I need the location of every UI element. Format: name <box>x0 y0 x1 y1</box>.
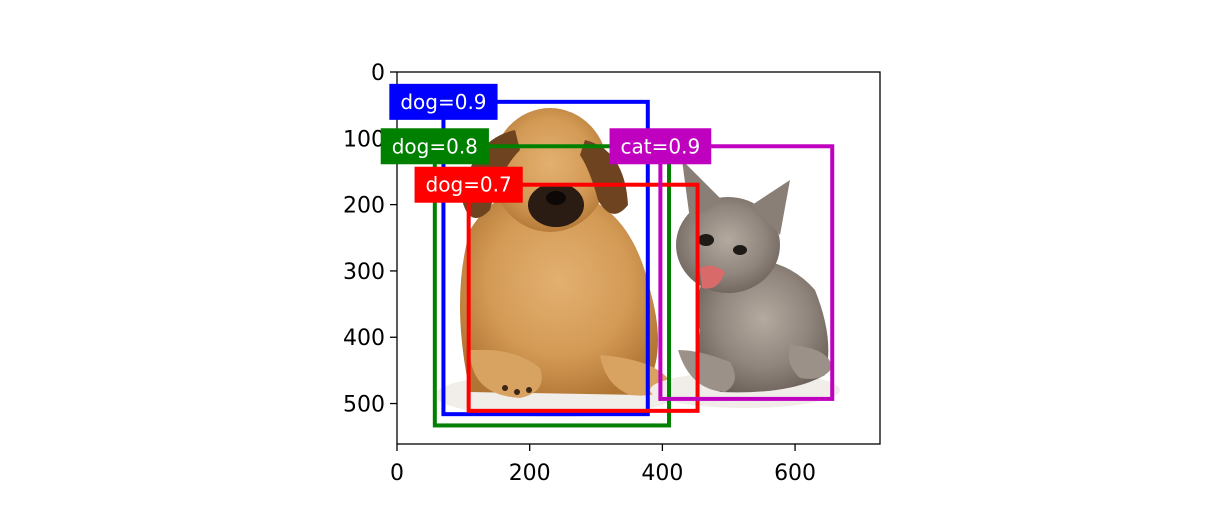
y-axis: 0 100 200 300 400 500 <box>343 61 397 418</box>
y-tick-label: 0 <box>371 61 385 86</box>
box-label-text: dog=0.8 <box>392 134 478 158</box>
x-axis: 0 200 400 600 <box>390 444 816 486</box>
x-tick-label: 0 <box>390 461 404 486</box>
box-label: dog=0.8 <box>380 128 489 165</box>
bounding-box <box>441 99 650 417</box>
box-label-text: cat=0.9 <box>621 134 701 158</box>
bounding-box <box>432 144 672 428</box>
box-label-background <box>380 128 489 165</box>
x-tick-label: 600 <box>774 461 816 486</box>
y-tick-label: 300 <box>343 260 385 285</box>
box-label-background <box>609 128 712 165</box>
bounding-box <box>466 182 700 413</box>
box-label: dog=0.7 <box>414 166 523 203</box>
y-tick-label: 500 <box>343 393 385 418</box>
y-tick-label: 100 <box>343 127 385 152</box>
box-labels: dog=0.9 dog=0.8 dog=0.7 cat=0.9 <box>380 83 712 203</box>
box-label-background <box>414 166 523 203</box>
x-tick-label: 400 <box>641 461 683 486</box>
y-tick-label: 400 <box>343 326 385 351</box>
axes-frame <box>396 71 881 445</box>
bounding-box <box>658 144 835 401</box>
x-tick-label: 200 <box>509 461 551 486</box>
box-label-background <box>389 83 498 120</box>
puppy-illustration <box>435 108 675 417</box>
box-label: cat=0.9 <box>609 128 712 165</box>
y-tick-label: 200 <box>343 194 385 219</box>
box-label-text: dog=0.7 <box>426 173 512 197</box>
bounding-boxes <box>432 99 835 428</box>
box-label: dog=0.9 <box>389 83 498 120</box>
box-label-text: dog=0.9 <box>400 90 486 114</box>
